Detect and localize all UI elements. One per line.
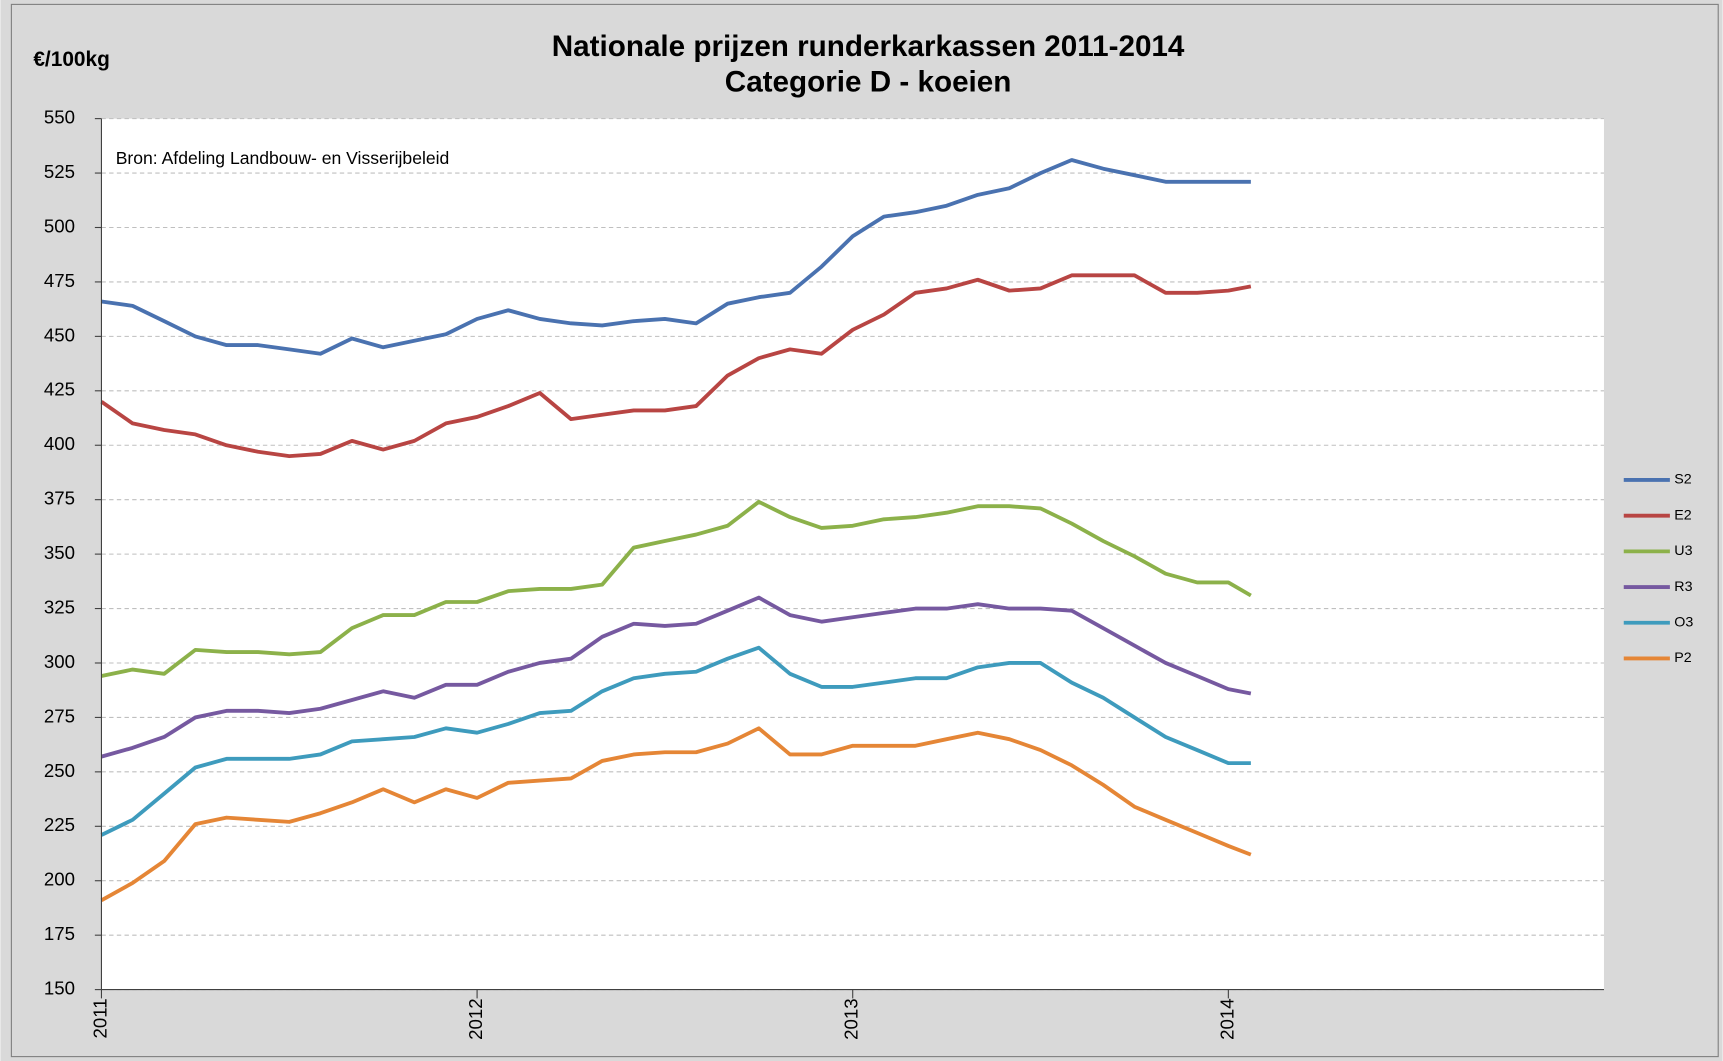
legend: S2 E2 U3 R3 O3 P2 — [1623, 472, 1693, 666]
legend-label: O3 — [1674, 615, 1693, 631]
series-line — [101, 499, 1252, 678]
y-tick-label: 425 — [44, 379, 75, 400]
legend-label: P2 — [1674, 650, 1692, 666]
y-tick-label: 375 — [44, 488, 75, 509]
y-tick-label: 150 — [44, 978, 75, 999]
y-tick-label: 350 — [44, 542, 75, 563]
y-tick-label: 475 — [44, 270, 75, 291]
series-line — [100, 645, 1251, 837]
y-axis-label: €/100kg — [33, 48, 110, 71]
y-tick-label: 550 — [44, 107, 75, 128]
series-line — [100, 273, 1252, 459]
legend-label: E2 — [1674, 507, 1692, 523]
legend-label: U3 — [1674, 543, 1692, 559]
y-tick-label: 400 — [44, 433, 75, 454]
legend-label: S2 — [1674, 472, 1692, 488]
y-tick-label: 300 — [44, 651, 75, 672]
x-tick-label: 2014 — [1216, 998, 1237, 1040]
chart-title: Nationale prijzen runderkarkassen 2011-2… — [552, 30, 1185, 63]
annotation: Bron: Afdeling Landbouw- en Visserijbele… — [116, 148, 450, 168]
chart-border — [10, 3, 1719, 1058]
series-line — [100, 595, 1252, 759]
y-tick-label: 500 — [44, 215, 75, 236]
chart-subtitle: Categorie D - koeien — [725, 65, 1012, 98]
y-tick-label: 450 — [44, 324, 75, 345]
axes: 150 175 200 225 250 275 300 325 350 375 400 425 450 4… — [44, 107, 1604, 1040]
grid — [101, 118, 1604, 991]
x-tick-label: 2012 — [465, 998, 486, 1040]
series-line — [100, 726, 1252, 902]
y-tick-label: 250 — [44, 760, 75, 781]
lines — [100, 158, 1252, 902]
y-tick-label: 175 — [44, 923, 75, 944]
x-tick-label: 2011 — [89, 998, 110, 1038]
y-tick-label: 325 — [44, 596, 75, 617]
y-tick-label: 275 — [44, 705, 75, 726]
legend-label: R3 — [1674, 579, 1692, 595]
y-tick-label: 225 — [44, 814, 75, 835]
y-tick-label: 200 — [44, 869, 75, 890]
series-line — [101, 158, 1251, 356]
y-tick-label: 525 — [44, 161, 75, 182]
x-tick-label: 2013 — [841, 998, 862, 1040]
